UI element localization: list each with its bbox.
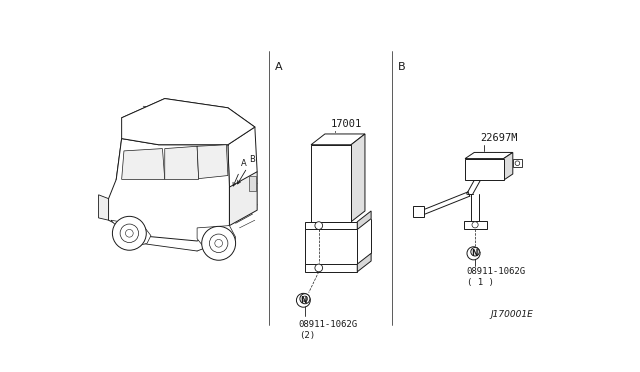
Circle shape bbox=[202, 226, 236, 260]
Polygon shape bbox=[250, 176, 255, 191]
Polygon shape bbox=[504, 153, 513, 180]
Text: A: A bbox=[241, 159, 247, 168]
Circle shape bbox=[471, 247, 479, 256]
Polygon shape bbox=[197, 225, 236, 253]
Polygon shape bbox=[111, 220, 151, 246]
Polygon shape bbox=[463, 221, 486, 229]
Circle shape bbox=[315, 264, 323, 272]
Text: B: B bbox=[398, 62, 406, 71]
Polygon shape bbox=[413, 206, 424, 217]
Circle shape bbox=[215, 240, 223, 247]
Text: B: B bbox=[249, 155, 255, 164]
Polygon shape bbox=[197, 145, 228, 179]
Text: N: N bbox=[471, 249, 477, 258]
Polygon shape bbox=[109, 139, 230, 241]
Circle shape bbox=[113, 217, 147, 250]
Circle shape bbox=[302, 296, 308, 301]
Polygon shape bbox=[164, 146, 198, 179]
Circle shape bbox=[125, 230, 133, 237]
Text: 08911-1062G
( 1 ): 08911-1062G ( 1 ) bbox=[467, 267, 525, 286]
Text: N: N bbox=[301, 296, 307, 305]
Polygon shape bbox=[230, 172, 257, 225]
Polygon shape bbox=[357, 253, 371, 272]
Polygon shape bbox=[311, 134, 365, 145]
Polygon shape bbox=[351, 134, 365, 222]
Polygon shape bbox=[99, 195, 109, 220]
Text: J170001E: J170001E bbox=[491, 310, 534, 319]
Circle shape bbox=[472, 222, 478, 228]
Text: 22697M: 22697M bbox=[481, 133, 518, 143]
Polygon shape bbox=[122, 148, 164, 179]
Polygon shape bbox=[305, 222, 357, 230]
Polygon shape bbox=[311, 145, 351, 222]
Circle shape bbox=[296, 294, 310, 307]
Text: A: A bbox=[275, 62, 282, 71]
Circle shape bbox=[515, 161, 520, 166]
Polygon shape bbox=[357, 211, 371, 230]
Polygon shape bbox=[122, 99, 255, 145]
Text: 08911-1062G
(2): 08911-1062G (2) bbox=[299, 320, 358, 340]
Circle shape bbox=[300, 294, 310, 304]
Circle shape bbox=[315, 222, 323, 230]
Polygon shape bbox=[465, 153, 513, 158]
Polygon shape bbox=[305, 264, 357, 272]
Circle shape bbox=[209, 234, 228, 253]
Circle shape bbox=[120, 224, 139, 243]
Circle shape bbox=[467, 247, 480, 260]
Text: 17001: 17001 bbox=[331, 119, 362, 129]
Polygon shape bbox=[465, 158, 504, 180]
Polygon shape bbox=[513, 159, 522, 167]
